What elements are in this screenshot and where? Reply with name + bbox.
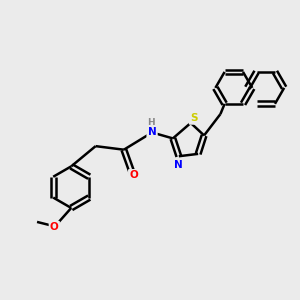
Text: O: O bbox=[50, 222, 59, 232]
Text: O: O bbox=[129, 170, 138, 180]
Text: S: S bbox=[190, 113, 197, 124]
Text: N: N bbox=[148, 128, 157, 137]
Text: N: N bbox=[175, 160, 183, 170]
Text: H: H bbox=[147, 118, 154, 127]
